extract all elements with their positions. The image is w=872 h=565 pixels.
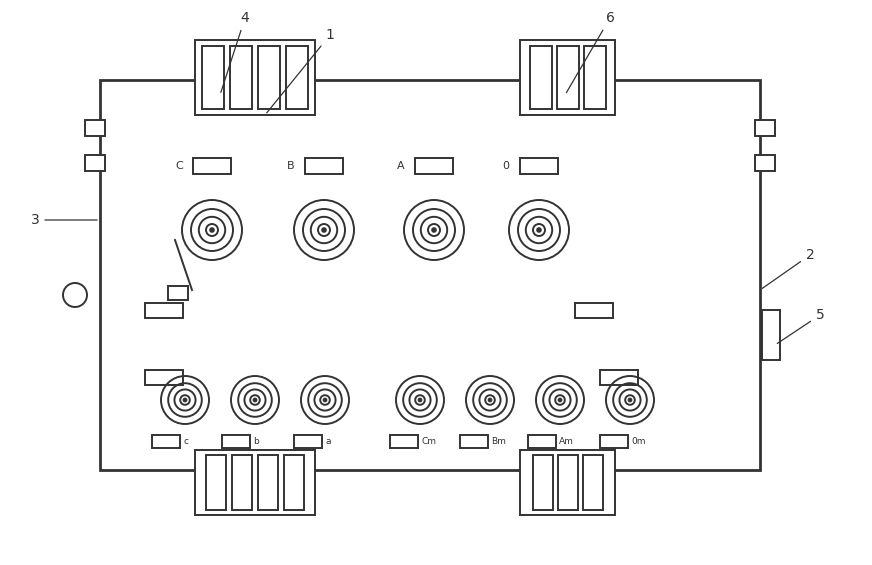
Text: 2: 2 <box>762 248 814 288</box>
Bar <box>85 155 105 171</box>
Circle shape <box>629 398 631 402</box>
Bar <box>206 455 226 510</box>
Text: Bm: Bm <box>491 437 506 446</box>
Text: Cm: Cm <box>421 437 436 446</box>
Bar <box>294 435 322 448</box>
Bar <box>575 303 613 318</box>
Circle shape <box>210 228 215 232</box>
Bar <box>556 46 578 109</box>
Bar <box>582 455 603 510</box>
Text: 4: 4 <box>221 11 249 92</box>
Circle shape <box>324 398 327 402</box>
Bar <box>100 80 760 470</box>
Text: 6: 6 <box>567 11 615 93</box>
Text: 3: 3 <box>31 213 97 227</box>
Bar <box>528 435 556 448</box>
Text: a: a <box>325 437 330 446</box>
Bar <box>583 46 605 109</box>
Bar <box>232 455 252 510</box>
Circle shape <box>432 228 436 232</box>
Circle shape <box>558 398 562 402</box>
Text: A: A <box>397 161 405 171</box>
Text: 0: 0 <box>502 161 509 171</box>
Bar <box>529 46 551 109</box>
Bar <box>533 455 553 510</box>
Bar <box>600 435 628 448</box>
Bar <box>557 455 577 510</box>
Bar <box>195 450 315 515</box>
Bar <box>755 155 775 171</box>
Bar <box>460 435 488 448</box>
Bar <box>755 120 775 136</box>
Circle shape <box>419 398 422 402</box>
Bar <box>258 455 278 510</box>
Bar <box>152 435 180 448</box>
Circle shape <box>254 398 256 402</box>
Bar <box>286 46 308 109</box>
Bar <box>600 370 638 385</box>
Bar <box>145 370 183 385</box>
Bar <box>520 158 558 174</box>
Circle shape <box>537 228 542 232</box>
Bar <box>85 120 105 136</box>
Text: Am: Am <box>559 437 574 446</box>
Circle shape <box>488 398 492 402</box>
Bar <box>168 286 188 300</box>
Bar <box>195 40 315 115</box>
Bar <box>305 158 343 174</box>
Bar <box>284 455 304 510</box>
Bar <box>193 158 231 174</box>
Bar <box>222 435 250 448</box>
Text: b: b <box>253 437 259 446</box>
Bar <box>762 310 780 360</box>
Bar <box>145 303 183 318</box>
Text: c: c <box>183 437 188 446</box>
Bar <box>202 46 224 109</box>
Text: 1: 1 <box>267 28 335 113</box>
Text: B: B <box>287 161 295 171</box>
Bar <box>520 40 615 115</box>
Text: 5: 5 <box>777 308 824 344</box>
Circle shape <box>322 228 326 232</box>
Text: C: C <box>175 161 183 171</box>
Text: 0m: 0m <box>631 437 645 446</box>
Bar <box>258 46 280 109</box>
Circle shape <box>183 398 187 402</box>
Bar <box>415 158 453 174</box>
Bar <box>390 435 418 448</box>
Bar <box>520 450 615 515</box>
Bar <box>230 46 252 109</box>
